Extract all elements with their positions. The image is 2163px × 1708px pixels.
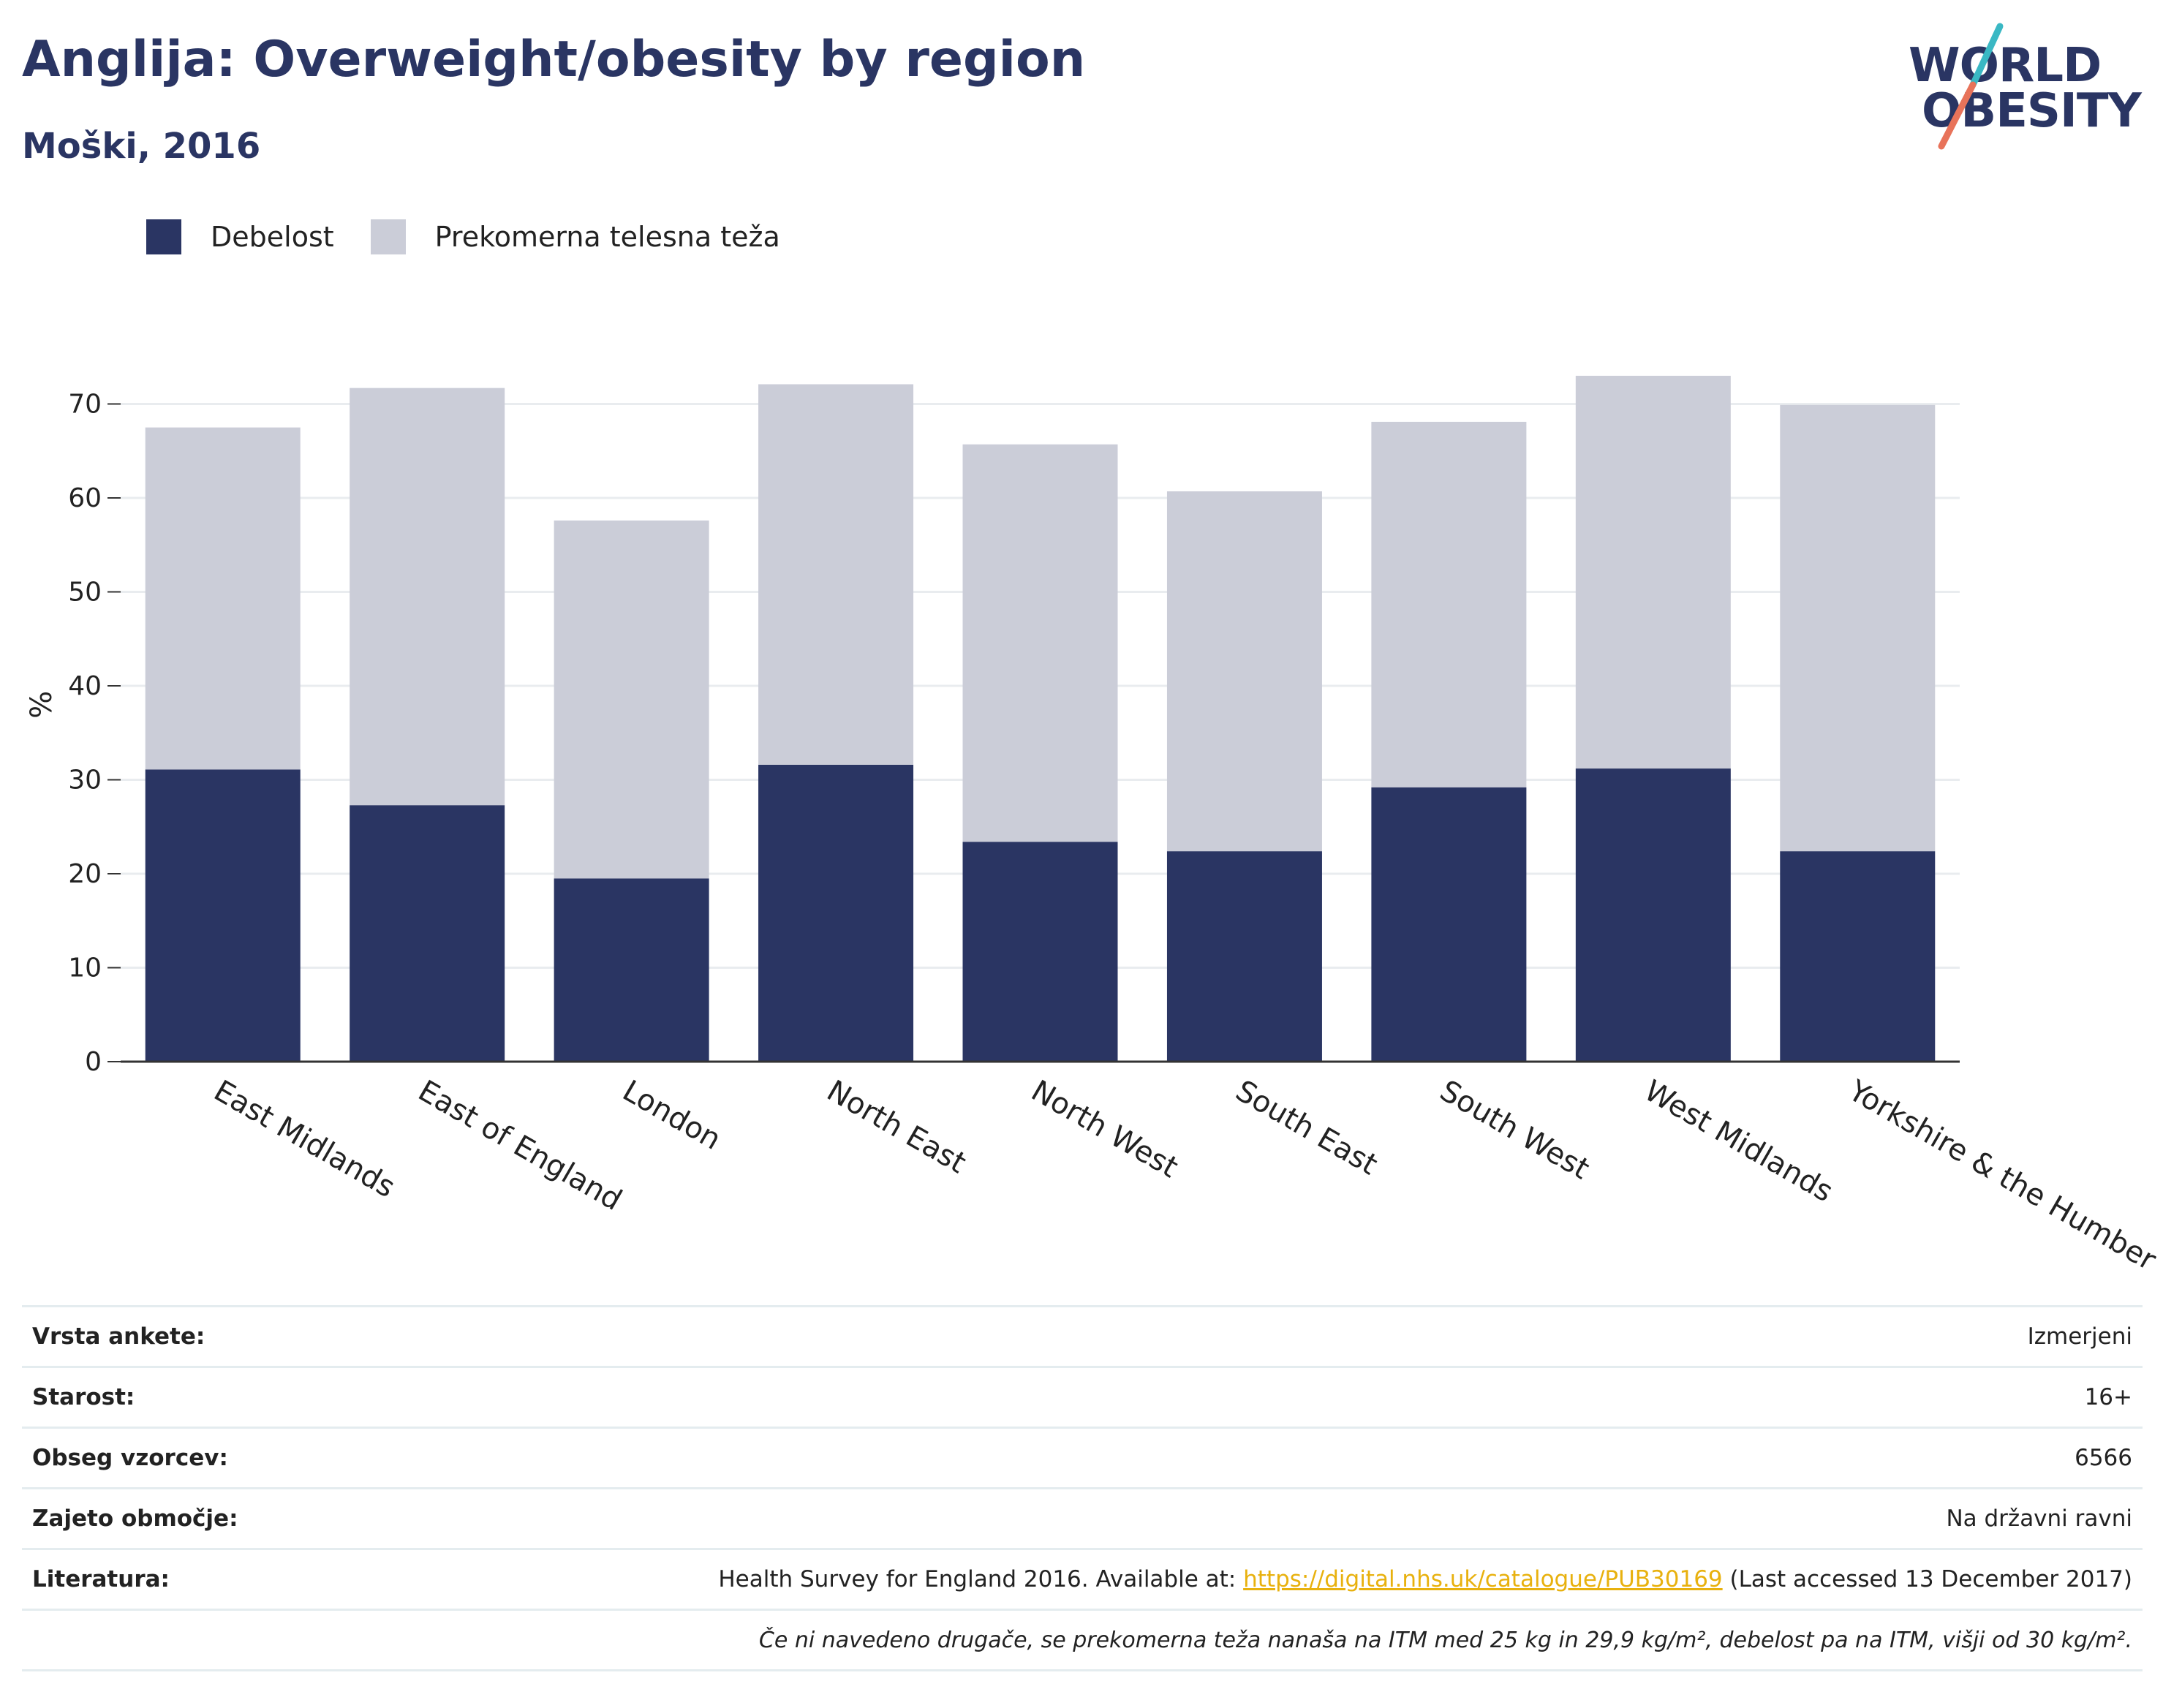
bar-obesity — [1166, 851, 1322, 1062]
bar-obesity — [1780, 851, 1936, 1062]
info-table: Vrsta ankete: Izmerjeni Starost: 16+ Obs… — [22, 1305, 2143, 1671]
y-tick-label: 60 — [68, 483, 102, 513]
reference-suffix: (Last accessed 13 December 2017) — [1722, 1566, 2133, 1592]
reference-prefix: Health Survey for England 2016. Availabl… — [718, 1566, 1244, 1592]
info-key: Starost: — [22, 1366, 350, 1428]
info-value: Na državni ravni — [350, 1487, 2143, 1549]
bar-obesity — [1371, 787, 1527, 1062]
x-tick-label: South West — [1434, 1074, 1595, 1186]
x-tick-label: East Midlands — [208, 1074, 401, 1204]
legend-label-obesity: Debelost — [211, 221, 334, 253]
y-tick-label: 70 — [68, 390, 102, 420]
y-tick-label: 30 — [68, 766, 102, 796]
logo-slash-icon — [1938, 23, 2004, 150]
info-key: Obseg vzorcev: — [22, 1427, 350, 1489]
bar-obesity — [350, 805, 505, 1062]
bar-overweight — [1371, 421, 1527, 787]
info-value: Izmerjeni — [350, 1305, 2143, 1367]
definition-note: Če ni navedeno drugače, se prekomerna te… — [22, 1609, 2143, 1671]
legend-label-overweight: Prekomerna telesna teža — [434, 221, 780, 253]
x-tick-label: London — [617, 1074, 727, 1157]
x-tick-label: Yorkshire & the Humber — [1842, 1073, 2162, 1277]
legend-item-obesity: Debelost — [146, 219, 334, 254]
bar-obesity — [145, 769, 301, 1062]
bar-overweight — [145, 427, 301, 770]
bar-overweight — [1780, 404, 1936, 852]
chart-subtitle: Moški, 2016 — [22, 126, 261, 167]
info-row: Obseg vzorcev: 6566 — [22, 1427, 2143, 1489]
info-row-reference: Literatura: Health Survey for England 20… — [22, 1548, 2143, 1610]
legend-swatch-obesity — [146, 219, 181, 254]
reference-link[interactable]: https://digital.nhs.uk/catalogue/PUB3016… — [1243, 1566, 1723, 1592]
legend-swatch-overweight — [370, 219, 406, 254]
bar-overweight — [1166, 491, 1322, 852]
y-tick-label: 40 — [68, 671, 102, 701]
chart-title: Anglija: Overweight/obesity by region — [22, 31, 1086, 88]
logo-text-world: WORLD — [1909, 39, 2102, 93]
bar-overweight — [350, 388, 505, 806]
bar-overweight — [962, 444, 1118, 842]
bar-obesity — [758, 764, 914, 1062]
x-tick-label: North West — [1026, 1074, 1184, 1184]
reference-value: Health Survey for England 2016. Availabl… — [350, 1548, 2143, 1610]
info-key: Zajeto območje: — [22, 1487, 350, 1549]
x-tick-label: North East — [821, 1074, 972, 1180]
x-tick-label: South East — [1230, 1074, 1383, 1182]
info-key: Literatura: — [22, 1548, 350, 1610]
info-value: 6566 — [350, 1427, 2143, 1489]
bar-obesity — [1575, 768, 1731, 1062]
bar-overweight — [758, 384, 914, 765]
y-tick-label: 50 — [68, 578, 102, 608]
y-tick-label: 10 — [68, 953, 102, 983]
chart-legend: Debelost Prekomerna telesna teža — [146, 218, 817, 256]
stacked-bar-chart: 0 10 20 30 40 50 60 70% East Midlands East of Eng… — [25, 375, 2162, 1277]
y-tick-label: 20 — [68, 859, 102, 889]
y-axis-label: % — [25, 691, 58, 719]
info-row: Vrsta ankete: Izmerjeni — [22, 1305, 2143, 1367]
info-row-note: Če ni navedeno drugače, se prekomerna te… — [22, 1609, 2143, 1671]
bar-obesity — [554, 878, 709, 1062]
world-obesity-logo: WORLD OBESITY — [1909, 20, 2150, 152]
info-row: Zajeto območje: Na državni ravni — [22, 1487, 2143, 1549]
bar-obesity — [962, 842, 1118, 1062]
y-tick-label: 0 — [85, 1047, 102, 1077]
legend-item-overweight: Prekomerna telesna teža — [370, 219, 780, 254]
x-tick-label: East of England — [412, 1074, 627, 1217]
info-value: 16+ — [350, 1366, 2143, 1428]
bar-overweight — [554, 520, 709, 879]
info-row: Starost: 16+ — [22, 1366, 2143, 1428]
x-tick-label: West Midlands — [1639, 1074, 1839, 1209]
info-key: Vrsta ankete: — [22, 1305, 350, 1367]
bar-overweight — [1575, 375, 1731, 769]
